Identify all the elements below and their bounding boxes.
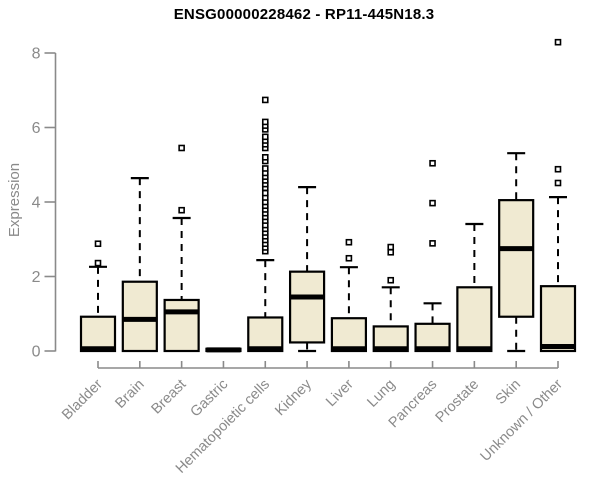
box-gastric: [205, 347, 242, 353]
box-brain: [121, 177, 158, 353]
outlier-point: [261, 118, 269, 126]
x-tick-label: Kidney: [272, 376, 315, 419]
y-axis: 0 2 4 6 8: [32, 46, 57, 361]
outlier-point: [387, 243, 395, 251]
outlier-point: [387, 248, 395, 256]
iqr-box: [79, 315, 117, 353]
box-liver: [330, 238, 368, 353]
outlier-point: [345, 254, 353, 262]
box-kidney: [288, 186, 326, 353]
iqr-box: [247, 316, 284, 353]
iqr-box: [330, 317, 368, 353]
outlier-point: [261, 96, 269, 104]
outlier-point: [261, 154, 269, 161]
x-tick-label: Liver: [323, 376, 357, 410]
outlier-point: [429, 199, 436, 207]
y-tick-label: 6: [32, 120, 41, 137]
outlier-point: [387, 276, 395, 284]
x-tick-label: Brain: [112, 377, 147, 412]
outlier-point: [261, 165, 269, 172]
y-tick-label: 2: [32, 269, 41, 286]
y-tick-label: 8: [32, 46, 41, 63]
y-tick-label: 4: [32, 195, 41, 212]
outlier-point: [178, 144, 185, 152]
outlier-point: [94, 259, 102, 267]
outlier-point: [94, 240, 102, 248]
box-breast: [163, 144, 200, 353]
iqr-box: [456, 286, 493, 353]
iqr-box: [539, 285, 577, 353]
outlier-point: [178, 206, 185, 214]
x-tick-label: Prostate: [433, 377, 482, 426]
x-tick-label: Bladder: [59, 376, 106, 423]
chart-title: ENSG00000228462 - RP11-445N18.3: [173, 6, 435, 23]
box-bladder: [79, 240, 117, 353]
outlier-point: [345, 238, 353, 246]
box-pancreas: [414, 159, 451, 353]
box-unknown-other: [539, 38, 577, 353]
x-tick-label: Lung: [364, 377, 398, 411]
box-skin: [498, 152, 535, 353]
outlier-point: [261, 133, 269, 141]
outlier-point: [554, 38, 562, 46]
iqr-box: [498, 199, 535, 318]
outlier-point: [554, 179, 562, 187]
y-tick-label: 0: [32, 344, 41, 361]
x-tick-label: Breast: [149, 377, 190, 418]
outlier-point: [261, 189, 269, 197]
iqr-box: [288, 270, 326, 344]
box-lung: [372, 243, 409, 353]
iqr-box: [163, 298, 200, 353]
outlier-point: [429, 240, 436, 247]
box-prostate: [456, 222, 493, 353]
iqr-box: [121, 280, 158, 353]
box-hematopoietic-cells: [247, 96, 284, 353]
outlier-point: [429, 159, 436, 167]
outlier-point: [554, 165, 562, 173]
x-tick-label: Skin: [493, 377, 524, 408]
